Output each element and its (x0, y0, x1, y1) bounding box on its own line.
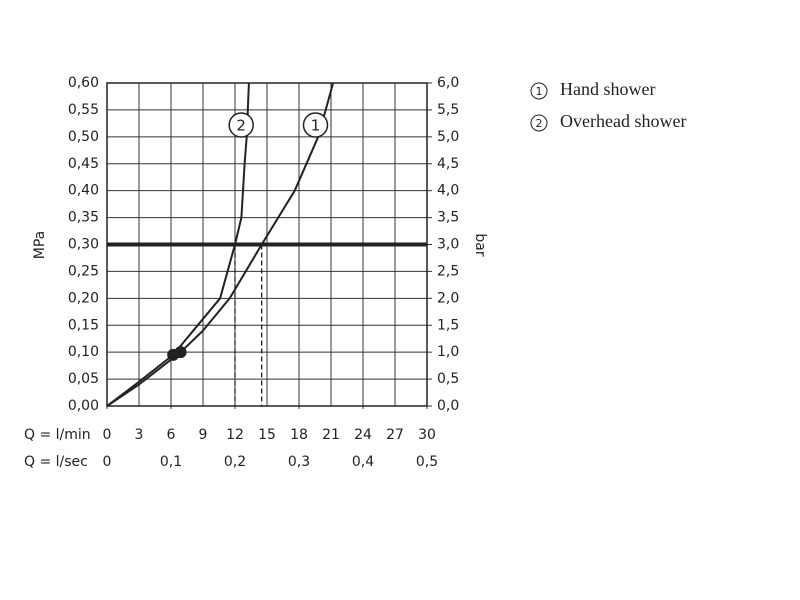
legend-text: Hand shower (560, 79, 655, 99)
curve-label: 2 (236, 116, 246, 134)
x-tick-label: 6 (167, 427, 176, 443)
y-tick-label: 0,55 (68, 102, 99, 118)
legend-text: Overhead shower (560, 111, 686, 131)
x2-tick-label: 0,2 (224, 454, 246, 470)
x2-tick-label: 0,1 (160, 454, 182, 470)
y2-tick-label: 0,0 (437, 398, 459, 414)
curve-label-circle (302, 112, 329, 138)
y-axis-label: MPa (32, 231, 48, 259)
operating-point (167, 348, 180, 361)
y2-tick-label: 3,5 (437, 210, 459, 226)
x2-tick-label: 0,3 (288, 454, 310, 470)
y2-tick-label: 1,5 (437, 317, 459, 333)
y2-tick-label: 4,0 (437, 183, 459, 199)
y-tick-label: 0,00 (68, 398, 99, 414)
legend-marker-label: 2 (536, 117, 543, 130)
x-tick-label: 18 (290, 427, 308, 443)
legend-marker-label: 1 (536, 85, 543, 98)
y2-tick-label: 0,5 (437, 371, 459, 387)
legend-marker (530, 114, 548, 132)
x-axis-label: Q = l/min (24, 427, 91, 443)
x2-tick-label: 0,4 (352, 454, 374, 470)
y2-tick-label: 1,0 (437, 344, 459, 360)
x-tick-label: 0 (103, 427, 112, 443)
curve-label: 1 (311, 116, 321, 134)
y2-tick-label: 4,5 (437, 156, 459, 172)
curve-label-circle (228, 112, 254, 138)
curve (106, 82, 250, 407)
x-tick-label: 27 (386, 427, 404, 443)
y2-axis-label: bar (472, 233, 488, 256)
y-tick-label: 0,60 (68, 75, 99, 91)
x2-tick-label: 0,5 (416, 454, 438, 470)
y-tick-label: 0,40 (68, 183, 99, 199)
y-tick-label: 0,45 (68, 156, 99, 172)
x-tick-label: 21 (322, 427, 340, 443)
y-tick-label: 0,20 (68, 290, 99, 306)
x-tick-label: 12 (226, 427, 244, 443)
x-tick-label: 9 (199, 427, 208, 443)
x-tick-label: 24 (354, 427, 372, 443)
x2-tick-label: 0 (103, 454, 112, 470)
y-tick-label: 0,10 (68, 344, 99, 360)
x2-axis-label: Q = l/sec (24, 454, 88, 470)
y-tick-label: 0,25 (68, 263, 99, 279)
y2-tick-label: 6,0 (437, 75, 459, 91)
y2-tick-label: 3,0 (437, 237, 459, 253)
y2-tick-label: 2,0 (437, 290, 459, 306)
y-tick-label: 0,05 (68, 371, 99, 387)
y2-tick-label: 2,5 (437, 263, 459, 279)
y2-tick-label: 5,5 (437, 102, 459, 118)
y-tick-label: 0,35 (68, 210, 99, 226)
x-tick-label: 15 (258, 427, 276, 443)
x-tick-label: 30 (418, 427, 436, 443)
y-tick-label: 0,15 (68, 317, 99, 333)
legend-marker (530, 82, 548, 100)
y2-tick-label: 5,0 (437, 129, 459, 145)
y-tick-label: 0,50 (68, 129, 99, 145)
x-tick-label: 3 (135, 427, 144, 443)
y-tick-label: 0,30 (68, 237, 99, 253)
